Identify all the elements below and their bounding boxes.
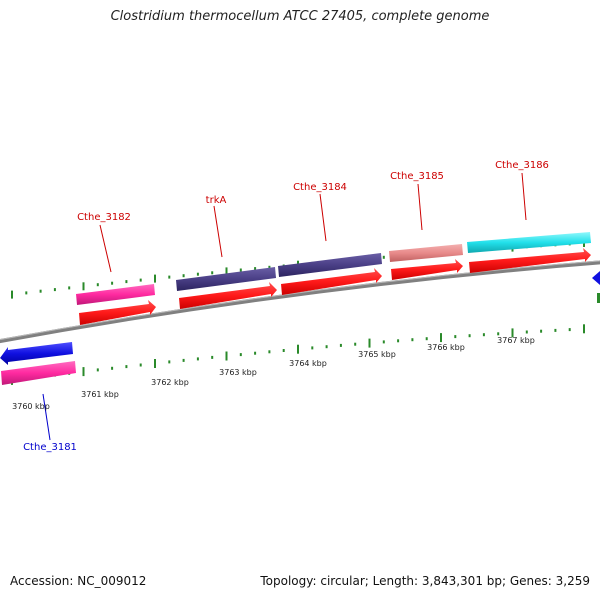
cds-arrow-cthe-3181[interactable] (0, 342, 73, 365)
gene-label-cthe-3185[interactable]: Cthe_3185 (390, 171, 444, 182)
kbp-scale-labels: 3760 kbp 3761 kbp 3762 kbp 3763 kbp 3764… (12, 336, 535, 411)
cds-arrow-cthe-3186[interactable] (469, 248, 591, 273)
kbp-label: 3764 kbp (289, 359, 327, 368)
gene-labels: Cthe_3182 trkA Cthe_3184 Cthe_3185 Cthe_… (23, 160, 549, 453)
forward-cds-arrows (79, 248, 591, 325)
cds-arrow-cthe-3184[interactable] (281, 268, 382, 295)
gene-bar-cthe-3184[interactable] (278, 253, 382, 277)
map-title: Clostridium thermocellum ATCC 27405, com… (110, 9, 490, 24)
genome-summary-text: Topology: circular; Length: 3,843,301 bp… (260, 574, 590, 588)
accession-text: Accession: NC_009012 (10, 574, 147, 588)
gene-bar-cthe-3182[interactable] (76, 284, 155, 305)
gene-bar-cthe-3181[interactable] (1, 361, 76, 385)
cds-arrow-cthe-3182[interactable] (79, 300, 156, 325)
kbp-label: 3767 kbp (497, 336, 535, 345)
gene-bar-trka[interactable] (176, 267, 276, 291)
partial-feature-right (592, 271, 600, 285)
kbp-label: 3766 kbp (427, 343, 465, 352)
kbp-label: 3760 kbp (12, 402, 50, 411)
forward-gene-bars (76, 232, 591, 305)
genome-backbone (0, 260, 600, 344)
gene-label-cthe-3186[interactable]: Cthe_3186 (495, 160, 549, 171)
reverse-gene-features (0, 271, 600, 385)
inner-tick-row (11, 324, 585, 385)
kbp-label: 3761 kbp (81, 390, 119, 399)
gene-label-cthe-3184[interactable]: Cthe_3184 (293, 182, 347, 193)
gene-label-cthe-3181[interactable]: Cthe_3181 (23, 442, 77, 453)
kbp-label: 3765 kbp (358, 350, 396, 359)
gene-bar-cthe-3185[interactable] (389, 244, 463, 262)
cds-arrow-cthe-3185[interactable] (391, 259, 463, 280)
cds-arrow-trka[interactable] (179, 282, 277, 309)
kbp-label: 3763 kbp (219, 368, 257, 377)
gene-label-cthe-3182[interactable]: Cthe_3182 (77, 212, 131, 223)
kbp-label: 3762 kbp (151, 378, 189, 387)
gene-label-trka[interactable]: trkA (206, 195, 227, 206)
partial-tick-right (597, 293, 600, 303)
gene-bar-cthe-3186[interactable] (467, 232, 591, 253)
label-leaders (42, 172, 527, 441)
